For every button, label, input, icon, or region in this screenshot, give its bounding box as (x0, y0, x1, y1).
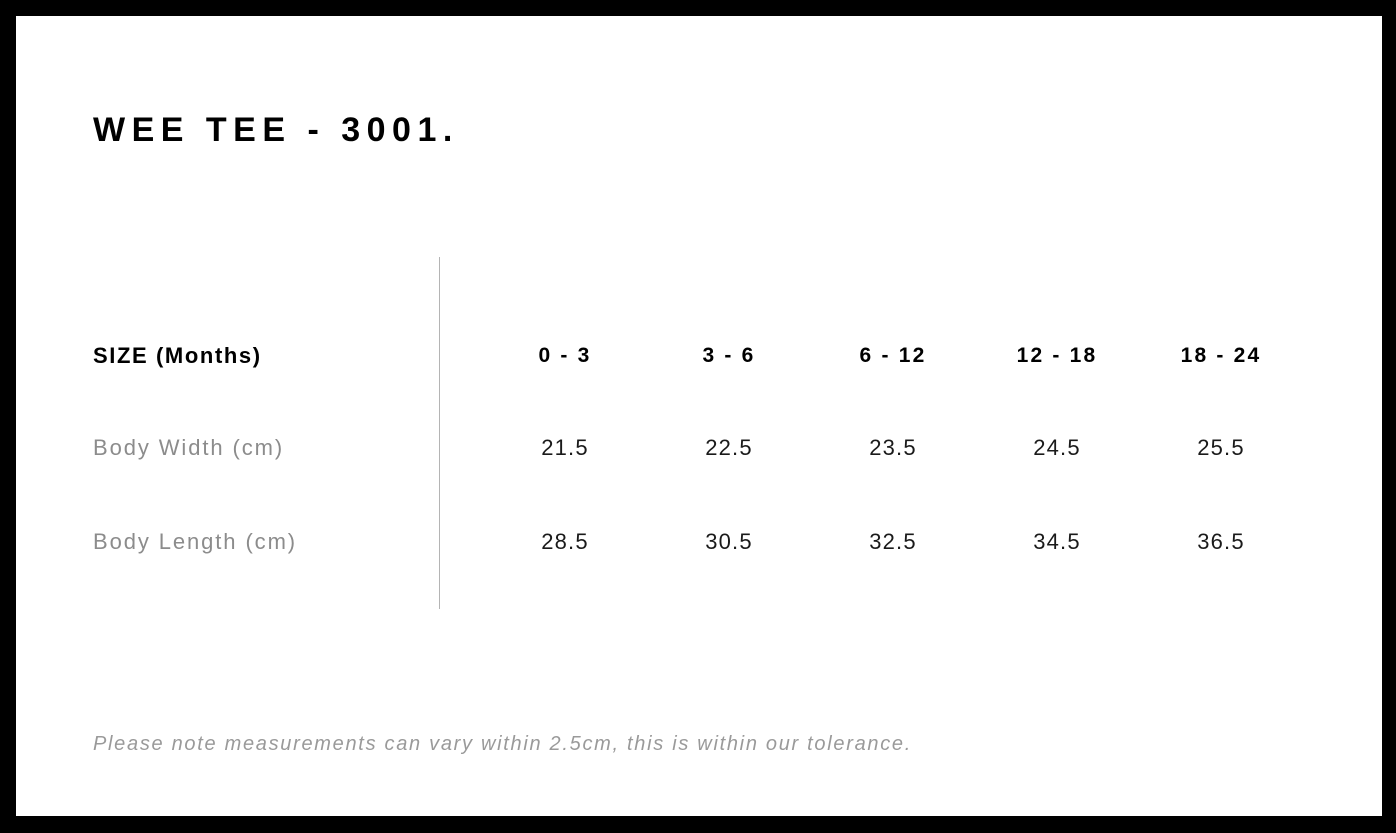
cell-body-length-3-6: 30.5 (705, 529, 753, 554)
page-title: WEE TEE - 3001. (93, 111, 459, 149)
row-label-body-width: Body Width (cm) (93, 435, 285, 460)
size-chart-table: SIZE (Months) 0 - 3 3 - 6 6 - 12 12 - 18… (16, 16, 1382, 816)
column-header-6-12: 6 - 12 (859, 344, 927, 367)
table-vertical-divider (439, 257, 440, 609)
row-label-body-length: Body Length (cm) (93, 529, 298, 554)
table-header-row: SIZE (Months) 0 - 3 3 - 6 6 - 12 12 - 18… (16, 339, 1382, 373)
cell-body-width-3-6: 22.5 (705, 435, 753, 460)
column-header-18-24: 18 - 24 (1180, 344, 1262, 367)
chart-canvas: WEE TEE - 3001. SIZE (Months) 0 - 3 3 - … (16, 16, 1382, 816)
cell-body-width-6-12: 23.5 (869, 435, 917, 460)
tolerance-footnote: Please note measurements can vary within… (93, 733, 912, 755)
cell-body-length-6-12: 32.5 (869, 529, 917, 554)
cell-body-length-0-3: 28.5 (541, 529, 589, 554)
column-header-3-6: 3 - 6 (702, 344, 756, 367)
column-header-0-3: 0 - 3 (538, 344, 592, 367)
cell-body-length-18-24: 36.5 (1197, 529, 1245, 554)
cell-body-width-0-3: 21.5 (541, 435, 589, 460)
cell-body-length-12-18: 34.5 (1033, 529, 1081, 554)
table-row: Body Width (cm) 21.5 22.5 23.5 24.5 25.5 (16, 431, 1382, 465)
table-row: Body Length (cm) 28.5 30.5 32.5 34.5 36.… (16, 525, 1382, 559)
cell-body-width-18-24: 25.5 (1197, 435, 1245, 460)
cell-body-width-12-18: 24.5 (1033, 435, 1081, 460)
column-header-12-18: 12 - 18 (1016, 344, 1098, 367)
table-header-label: SIZE (Months) (93, 343, 262, 368)
